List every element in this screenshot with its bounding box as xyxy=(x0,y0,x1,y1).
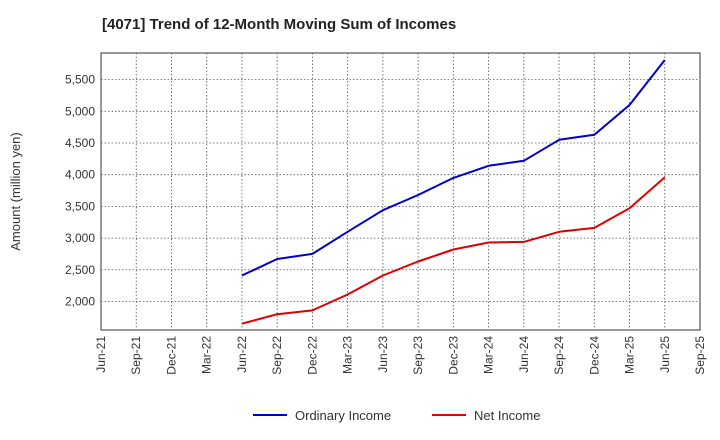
y-tick-label: 4,500 xyxy=(65,136,95,150)
y-tick-label: 2,000 xyxy=(65,294,95,308)
x-tick-label: Sep-21 xyxy=(129,336,143,375)
y-tick-label: 4,000 xyxy=(65,168,95,182)
x-tick-label: Jun-23 xyxy=(376,336,390,373)
axis-layer: Jun-21 Sep-21 Dec-21 Mar-22 Jun-22 Sep-22 Dec-… xyxy=(65,73,707,375)
y-tick-label: 3,000 xyxy=(65,231,95,245)
x-tick-label: Mar-25 xyxy=(623,336,637,374)
x-tick-label: Mar-22 xyxy=(200,336,214,374)
x-tick-label: Mar-23 xyxy=(341,336,355,374)
grid-layer xyxy=(101,53,700,330)
x-tick-label: Jun-21 xyxy=(94,336,108,373)
legend-label-ordinary-income: Ordinary Income xyxy=(295,408,391,423)
x-tick-label: Jun-24 xyxy=(517,336,531,373)
legend-label-net-income: Net Income xyxy=(474,408,540,423)
x-tick-label: Sep-24 xyxy=(552,336,566,375)
x-tick-label: Dec-23 xyxy=(446,336,460,375)
x-tick-label: Jun-25 xyxy=(658,336,672,373)
x-tick-label: Sep-23 xyxy=(411,336,425,375)
chart-title: [4071] Trend of 12-Month Moving Sum of I… xyxy=(102,16,457,33)
y-tick-label: 3,500 xyxy=(65,199,95,213)
y-tick-label: 2,500 xyxy=(65,263,95,277)
x-tick-label: Dec-21 xyxy=(164,336,178,375)
x-tick-label: Sep-25 xyxy=(693,336,707,375)
x-tick-label: Dec-24 xyxy=(587,336,601,375)
y-tick-label: 5,500 xyxy=(65,73,95,87)
x-tick-label: Sep-22 xyxy=(270,336,284,375)
y-tick-label: 5,000 xyxy=(65,104,95,118)
y-axis-title: Amount (million yen) xyxy=(8,132,23,251)
x-tick-label: Jun-22 xyxy=(235,336,249,373)
plot-area xyxy=(100,52,701,331)
series-line-net-income xyxy=(241,176,666,325)
series-line-ordinary-income xyxy=(241,59,666,277)
x-tick-label: Dec-22 xyxy=(305,336,319,375)
series-layer xyxy=(241,59,666,325)
legend: Ordinary Income Net Income xyxy=(253,408,540,423)
x-tick-label: Mar-24 xyxy=(482,336,496,374)
